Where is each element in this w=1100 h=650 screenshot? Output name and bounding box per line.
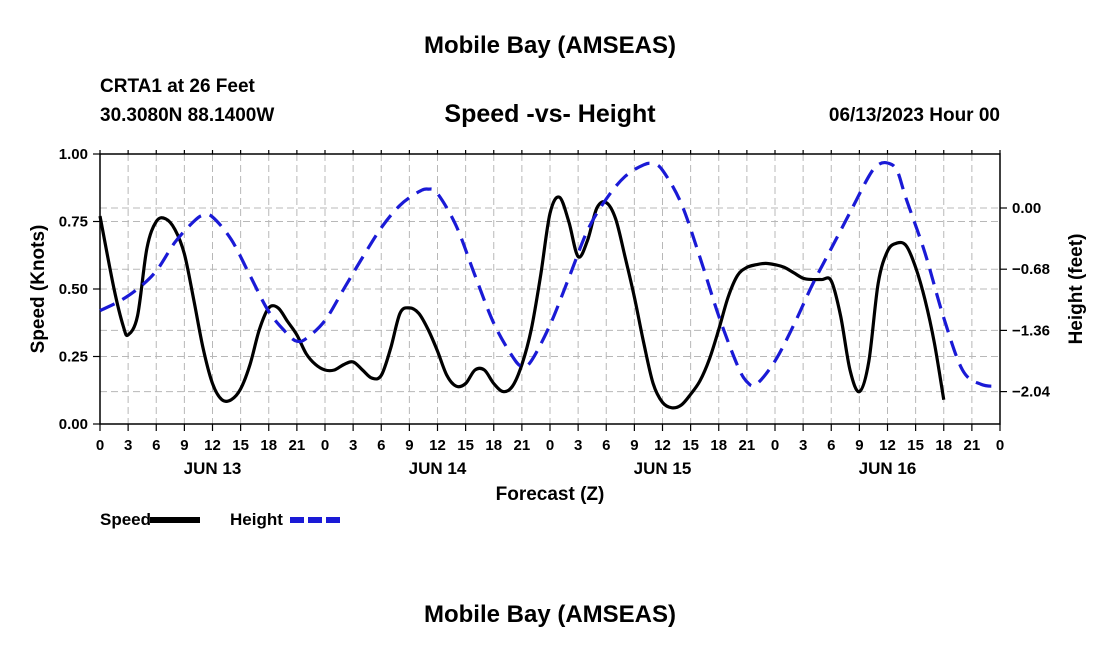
series-line-height bbox=[99, 160, 1001, 388]
x-tick-label: 3 bbox=[124, 437, 132, 454]
x-tick-label: 0 bbox=[321, 437, 329, 454]
x-tick-label: 18 bbox=[935, 437, 952, 454]
y2-axis-label: Height (feet) bbox=[1066, 234, 1087, 345]
day-label: JUN 14 bbox=[409, 459, 467, 478]
x-tick-label: 6 bbox=[152, 437, 160, 454]
x-tick-label: 9 bbox=[630, 437, 638, 454]
x-tick-label: 12 bbox=[654, 437, 671, 454]
x-tick-label: 12 bbox=[429, 437, 446, 454]
y2-tick-label: −1.36 bbox=[1012, 322, 1050, 339]
y-tick-label: 1.00 bbox=[59, 146, 88, 163]
x-tick-label: 0 bbox=[546, 437, 554, 454]
y-tick-label: 0.50 bbox=[59, 281, 88, 298]
x-tick-label: 9 bbox=[405, 437, 413, 454]
series-line-speed bbox=[98, 195, 946, 410]
x-tick-label: 3 bbox=[349, 437, 357, 454]
day-label: JUN 15 bbox=[634, 459, 692, 478]
day-label: JUN 13 bbox=[184, 459, 242, 478]
y-axis-label: Speed (Knots) bbox=[28, 225, 49, 354]
y-tick-label: 0.25 bbox=[59, 349, 88, 366]
repeat-title: Mobile Bay (AMSEAS) bbox=[423, 601, 677, 628]
x-tick-label: 3 bbox=[799, 437, 807, 454]
y2-tick-label: 0.00 bbox=[1012, 200, 1041, 217]
y2-tick-label: −2.04 bbox=[1012, 384, 1051, 401]
y2-tick-label: −0.68 bbox=[1012, 261, 1050, 278]
x-tick-label: 21 bbox=[289, 437, 306, 454]
x-tick-label: 12 bbox=[204, 437, 221, 454]
x-tick-label: 6 bbox=[602, 437, 610, 454]
x-tick-label: 15 bbox=[232, 437, 249, 454]
x-axis-label: Forecast (Z) bbox=[496, 484, 605, 505]
x-tick-label: 18 bbox=[260, 437, 277, 454]
x-tick-label: 21 bbox=[739, 437, 756, 454]
chart-title: Speed -vs- Height bbox=[444, 100, 656, 128]
x-tick-label: 6 bbox=[377, 437, 385, 454]
legend-label-speed: Speed bbox=[100, 510, 151, 529]
x-tick-label: 0 bbox=[96, 437, 104, 454]
x-tick-label: 15 bbox=[907, 437, 924, 454]
legend-label-height: Height bbox=[230, 510, 283, 529]
y-tick-label: 0.00 bbox=[59, 416, 88, 433]
x-tick-label: 21 bbox=[964, 437, 981, 454]
x-tick-label: 12 bbox=[879, 437, 896, 454]
station-label: CRTA1 at 26 Feet bbox=[100, 76, 255, 97]
x-tick-label: 6 bbox=[827, 437, 835, 454]
x-tick-label: 18 bbox=[485, 437, 502, 454]
forecast-date: 06/13/2023 Hour 00 bbox=[828, 105, 1000, 126]
x-tick-label: 9 bbox=[855, 437, 863, 454]
day-label: JUN 16 bbox=[859, 459, 917, 478]
x-tick-label: 9 bbox=[180, 437, 188, 454]
x-tick-label: 15 bbox=[682, 437, 699, 454]
x-tick-label: 18 bbox=[710, 437, 727, 454]
x-tick-label: 15 bbox=[457, 437, 474, 454]
x-tick-label: 0 bbox=[771, 437, 779, 454]
main-title: Mobile Bay (AMSEAS) bbox=[423, 32, 677, 59]
x-tick-label: 0 bbox=[996, 437, 1004, 454]
x-tick-label: 21 bbox=[514, 437, 531, 454]
station-coords: 30.3080N 88.1400W bbox=[100, 105, 275, 126]
y-tick-label: 0.75 bbox=[59, 214, 88, 231]
x-tick-label: 3 bbox=[574, 437, 582, 454]
